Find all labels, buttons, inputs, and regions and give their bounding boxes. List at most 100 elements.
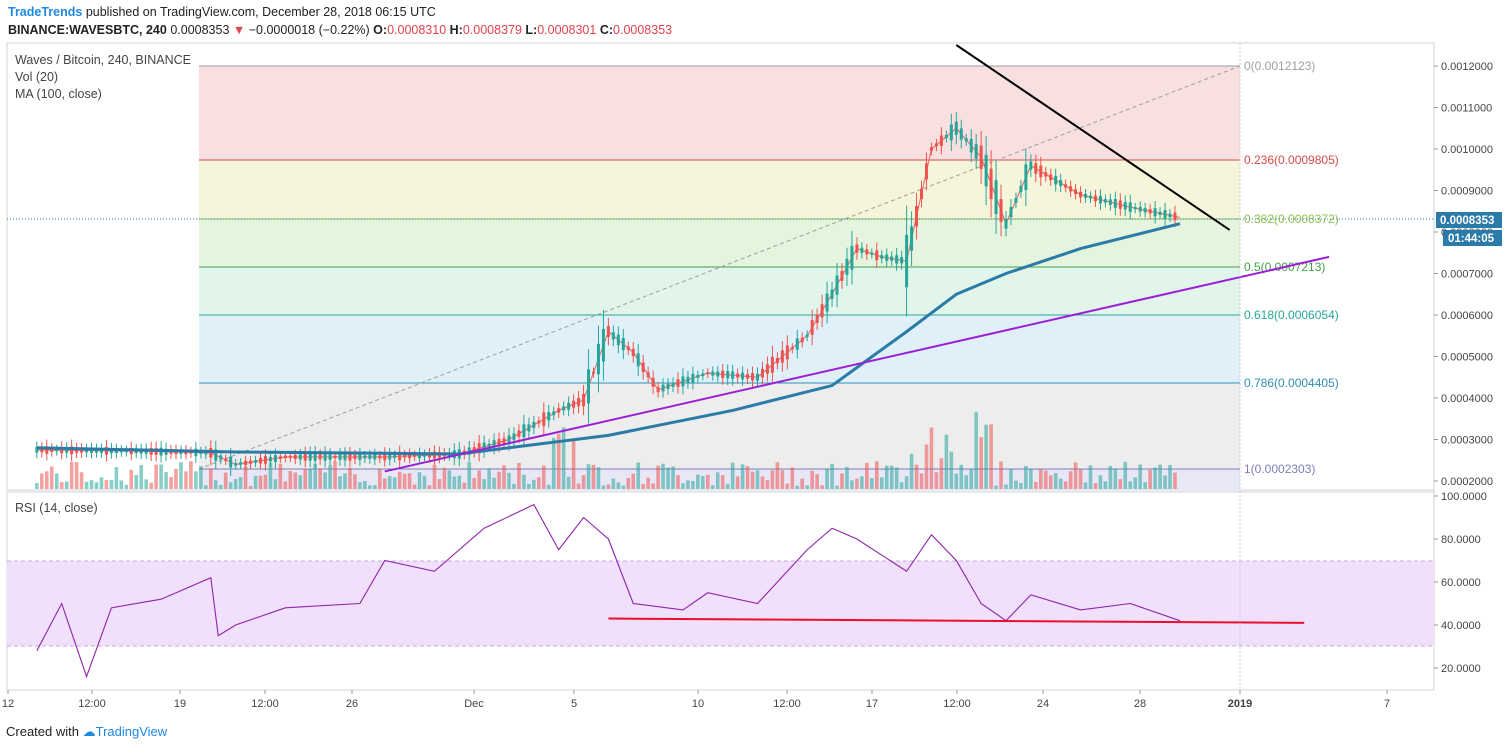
- candle-body: [249, 460, 253, 464]
- volume-bar: [517, 462, 521, 489]
- volume-bar: [1118, 479, 1123, 489]
- candle-body: [865, 249, 869, 255]
- candle-body: [954, 121, 958, 135]
- tradingview-link[interactable]: TradingView: [95, 724, 168, 739]
- volume-bar: [641, 483, 645, 489]
- volume-bar: [701, 476, 705, 489]
- volume-bar: [109, 480, 114, 489]
- candle-body: [472, 447, 476, 453]
- candle-body: [959, 128, 963, 140]
- candle-body: [686, 376, 690, 383]
- legend-main[interactable]: Waves / Bitcoin, 240, BINANCE: [15, 53, 191, 67]
- candle-body: [467, 447, 471, 455]
- volume-bar: [735, 476, 740, 489]
- candle-body: [591, 371, 595, 374]
- candle-body: [492, 440, 496, 448]
- candle-body: [239, 462, 243, 465]
- candle-body: [75, 448, 79, 453]
- volume-bar: [1153, 467, 1157, 489]
- resistance-trendline[interactable]: [955, 44, 1231, 231]
- time-tick-label: 12:00: [78, 698, 106, 710]
- last-price: 0.0008353: [170, 23, 230, 37]
- volume-bar: [512, 483, 516, 489]
- volume-bar: [174, 468, 178, 489]
- candle-body: [979, 145, 983, 170]
- candle-body: [1093, 195, 1097, 202]
- candle-body: [552, 411, 556, 416]
- timer-badge-bg: [1443, 230, 1502, 246]
- volume-bar: [99, 477, 104, 489]
- candle-body: [268, 456, 272, 462]
- volume-bar: [840, 473, 844, 489]
- legend-vol[interactable]: Vol (20): [15, 70, 59, 84]
- candle-body: [348, 453, 352, 461]
- candle-body: [820, 304, 824, 318]
- candle-body: [915, 206, 919, 227]
- fib-label-236: 0.236(0.0009805): [1244, 153, 1339, 167]
- rsi-support-trendline[interactable]: [608, 617, 1305, 624]
- low-label: L:: [525, 23, 538, 37]
- symbol-header: BINANCE:WAVESBTC, 240 0.0008353 ▼ −0.000…: [8, 23, 672, 37]
- volume-bar: [591, 464, 596, 489]
- volume-bar: [204, 485, 208, 489]
- volume-bar: [1048, 475, 1053, 489]
- volume-bar: [522, 474, 526, 489]
- candle-body: [413, 454, 417, 457]
- candle-body: [85, 448, 89, 453]
- volume-bar: [1043, 470, 1048, 489]
- author-name[interactable]: TradeTrends: [8, 5, 83, 19]
- support-trendline[interactable]: [384, 255, 1330, 473]
- candle-body: [736, 373, 740, 378]
- footer: Created with ☁TradingView: [6, 724, 167, 740]
- volume-bar: [715, 472, 720, 489]
- volume-bar: [755, 470, 760, 489]
- volume-bar: [1058, 478, 1063, 489]
- volume-bar: [785, 483, 790, 489]
- candle-body: [1103, 199, 1107, 203]
- candle-body: [1064, 184, 1068, 188]
- candle-body: [1019, 185, 1023, 192]
- candle-body: [850, 245, 854, 270]
- volume-bar: [154, 464, 158, 489]
- candle-body: [1084, 193, 1088, 198]
- volume-bar: [497, 471, 501, 489]
- volume-bar: [467, 461, 472, 489]
- volume-bar: [119, 480, 124, 489]
- legend-rsi[interactable]: RSI (14, close): [15, 501, 98, 515]
- volume-bar: [616, 482, 621, 489]
- volume-bar: [676, 475, 680, 489]
- volume-bar: [134, 475, 139, 489]
- volume-bar: [1078, 469, 1083, 489]
- candle-body: [616, 334, 620, 346]
- candle-body: [711, 371, 715, 376]
- volume-bar: [646, 477, 650, 489]
- fib-zone-0: [199, 66, 1240, 160]
- time-tick-label: 12:00: [943, 698, 971, 710]
- candle-body: [557, 408, 561, 413]
- candle-body: [1009, 207, 1013, 218]
- published-text: published on TradingView.com, December 2…: [82, 5, 436, 19]
- volume-bar: [199, 466, 203, 489]
- candle-body: [830, 289, 834, 299]
- candle-body: [283, 455, 287, 459]
- volume-bar: [939, 458, 944, 489]
- candle-body: [775, 357, 779, 364]
- volume-bar: [1038, 469, 1043, 489]
- volume-bar: [129, 469, 134, 489]
- legend-ma[interactable]: MA (100, close): [15, 87, 102, 101]
- candle-body: [999, 199, 1003, 222]
- volume-bar: [104, 480, 109, 489]
- volume-bar: [835, 485, 839, 489]
- volume-bar: [194, 471, 198, 489]
- volume-bar: [795, 485, 800, 489]
- time-tick-label: 19: [174, 698, 186, 710]
- fib-retracement[interactable]: 0(0.0012123) 0.236(0.0009805) 0.382(0.00…: [198, 59, 1339, 489]
- volume-bar: [979, 437, 983, 489]
- volume-bar: [1098, 475, 1103, 489]
- price-axis: 0.0002000 0.0003000 0.0004000 0.0005000 0.00…: [1434, 61, 1493, 488]
- volume-bar: [760, 476, 765, 489]
- volume-bar: [929, 427, 934, 489]
- volume-bar: [432, 464, 437, 489]
- candle-body: [601, 329, 605, 362]
